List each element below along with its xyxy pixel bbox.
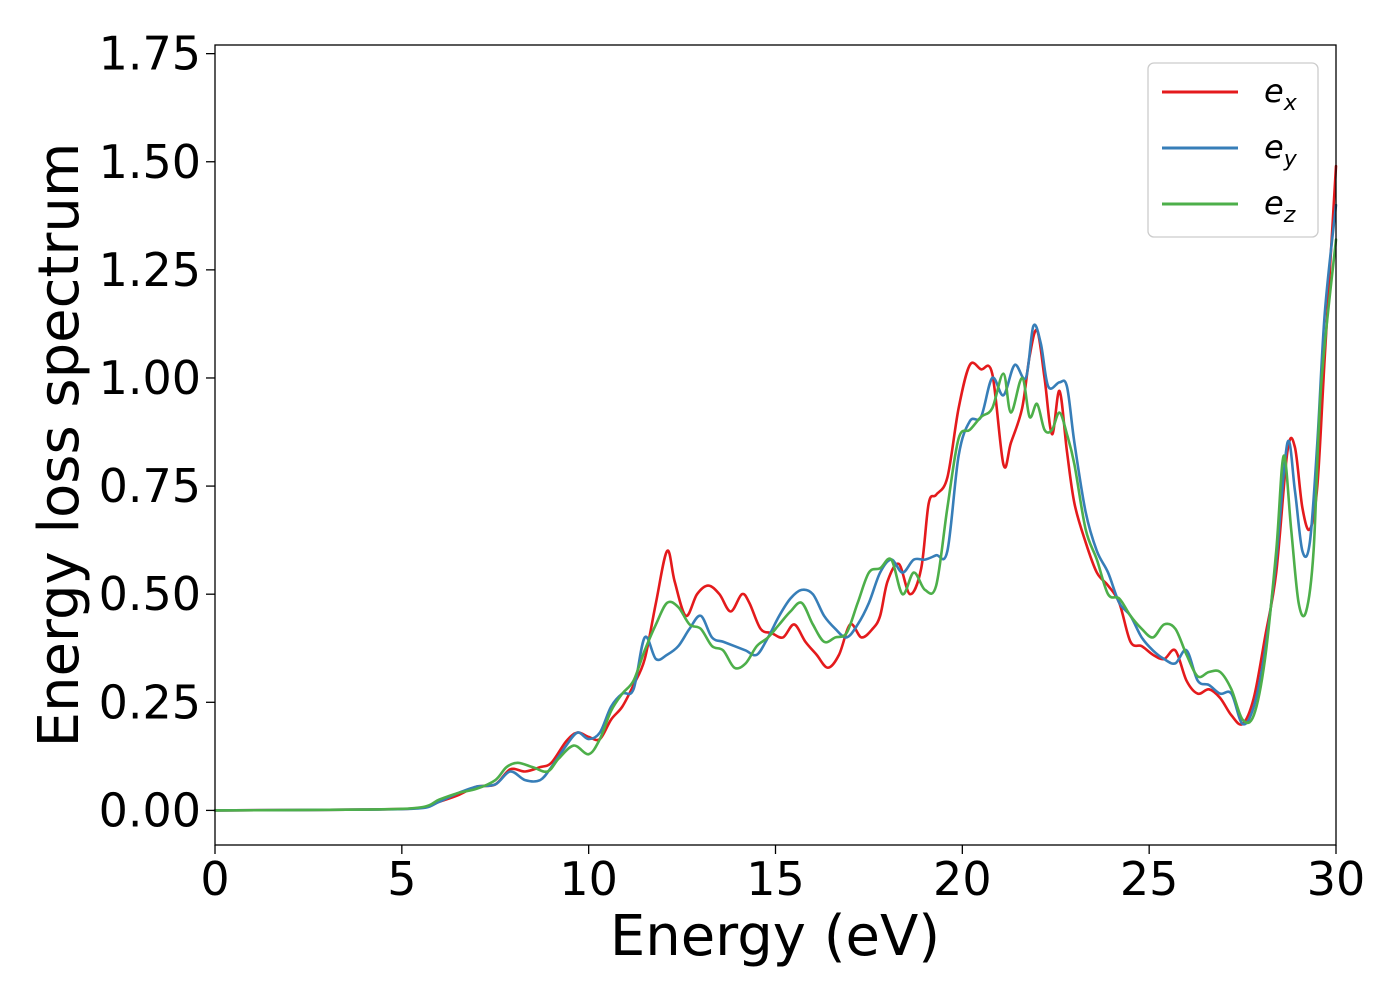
plot-lines [213,164,1338,812]
x-tick-label: 10 [559,852,618,906]
x-tick-label: 0 [200,852,229,906]
y-tick-label: 1.25 [99,243,201,297]
y-tick-label: 1.00 [99,351,201,405]
x-tick-label: 20 [933,852,992,906]
series-line-y [213,203,1338,812]
legend-label-y: ey [1264,128,1298,172]
legend: ex ey ez [1147,62,1319,238]
y-axis-ticks: 0.00 0.25 0.50 0.75 1.00 1.25 1.50 1.75 [99,27,215,837]
legend-entries: ex ey ez [1162,72,1298,228]
y-tick-label: 0.75 [99,459,201,513]
x-tick-label: 25 [1120,852,1179,906]
legend-box [1147,62,1319,238]
x-tick-label: 15 [746,852,805,906]
y-tick-label: 0.50 [99,567,201,621]
x-axis-ticks: 0 5 10 15 20 25 30 [200,845,1365,906]
y-axis-label: Energy loss spectrum [27,143,92,748]
y-tick-label: 0.00 [99,783,201,837]
x-tick-label: 30 [1307,852,1366,906]
y-tick-label: 1.75 [99,27,201,81]
legend-label-z: ez [1264,184,1296,228]
x-axis-label: Energy (eV) [610,904,940,969]
y-tick-label: 0.25 [99,675,201,729]
series-line-z [213,238,1338,812]
y-tick-label: 1.50 [99,135,201,189]
series-line-x [213,164,1338,812]
legend-label-x: ex [1264,72,1298,116]
x-tick-label: 5 [387,852,416,906]
